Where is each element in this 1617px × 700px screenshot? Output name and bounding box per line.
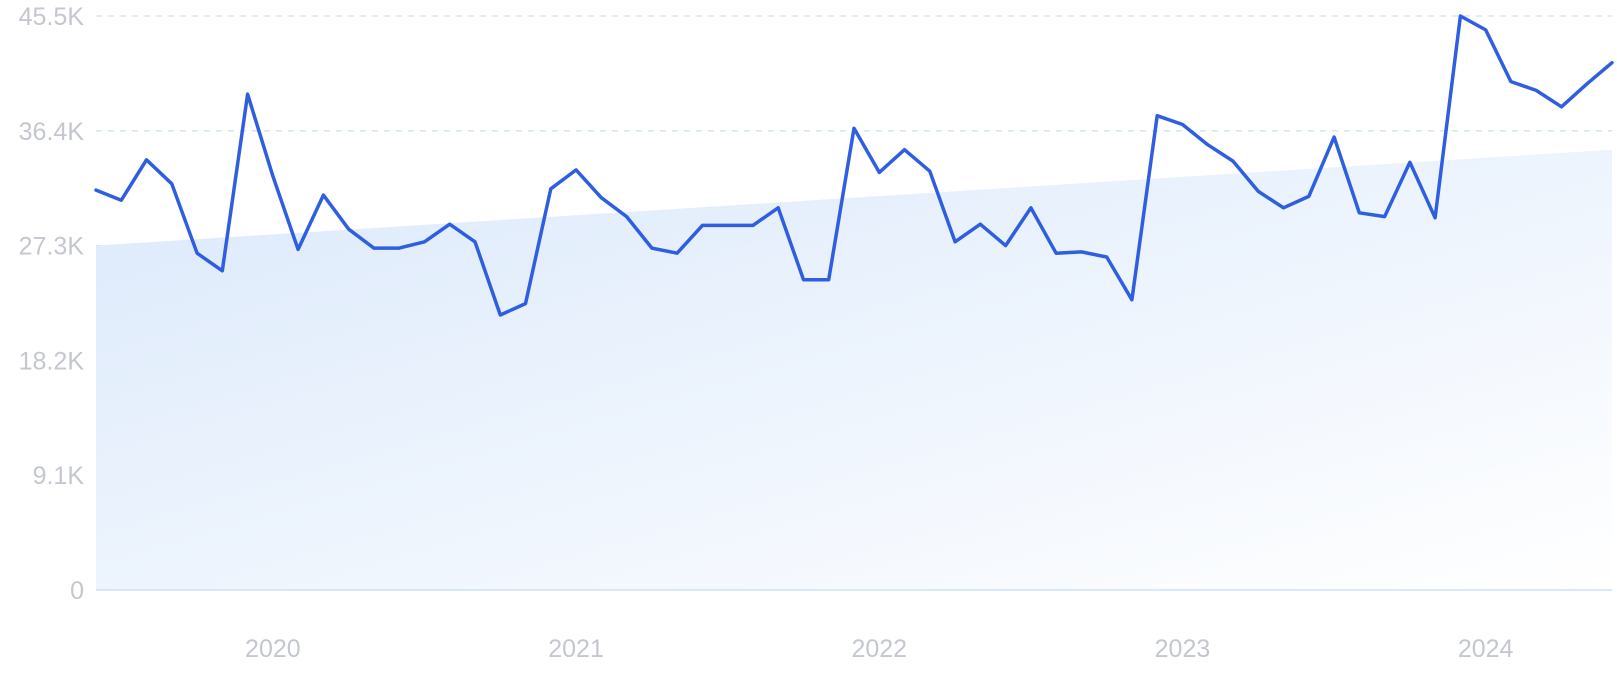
y-tick-label: 9.1K (33, 462, 85, 490)
y-tick-label: 45.5K (19, 3, 85, 31)
x-tick-label: 2024 (1458, 635, 1514, 663)
series-line (94, 14, 1614, 317)
y-axis-ticks: 0 9.1K 18.2K 27.3K 36.4K 45.5K (19, 3, 85, 605)
y-tick-label: 0 (70, 577, 84, 605)
y-tick-label: 18.2K (19, 347, 85, 375)
x-tick-label: 2021 (548, 635, 604, 663)
trend-area (96, 149, 1612, 590)
x-tick-label: 2023 (1155, 635, 1211, 663)
x-tick-label: 2022 (851, 635, 907, 663)
y-tick-label: 27.3K (19, 233, 85, 261)
x-tick-label: 2020 (245, 635, 301, 663)
x-axis-ticks: 2020 2021 2022 2023 2024 (245, 635, 1514, 663)
y-tick-label: 36.4K (19, 118, 85, 146)
